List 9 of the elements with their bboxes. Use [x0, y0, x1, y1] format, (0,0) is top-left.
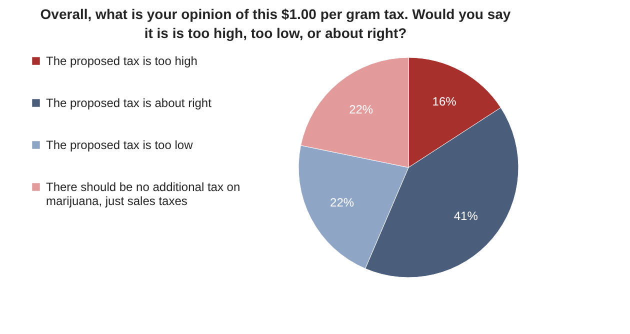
data-label: 22%: [330, 195, 354, 210]
legend-label: The proposed tax is too low: [46, 138, 194, 152]
chart-title: Overall, what is your opinion of this $1.00 per gram tax. Would you say it is is too high, too low, or about right?: [40, 6, 511, 41]
data-label: 16%: [432, 94, 457, 109]
legend-label: There should be no additional tax on marijuana, just sales taxes: [46, 180, 240, 208]
data-label: 22%: [349, 102, 374, 116]
legend-label: The proposed tax is too high: [46, 54, 198, 68]
legend-label: The proposed tax is about right: [46, 96, 212, 110]
data-label: 41%: [454, 208, 478, 223]
